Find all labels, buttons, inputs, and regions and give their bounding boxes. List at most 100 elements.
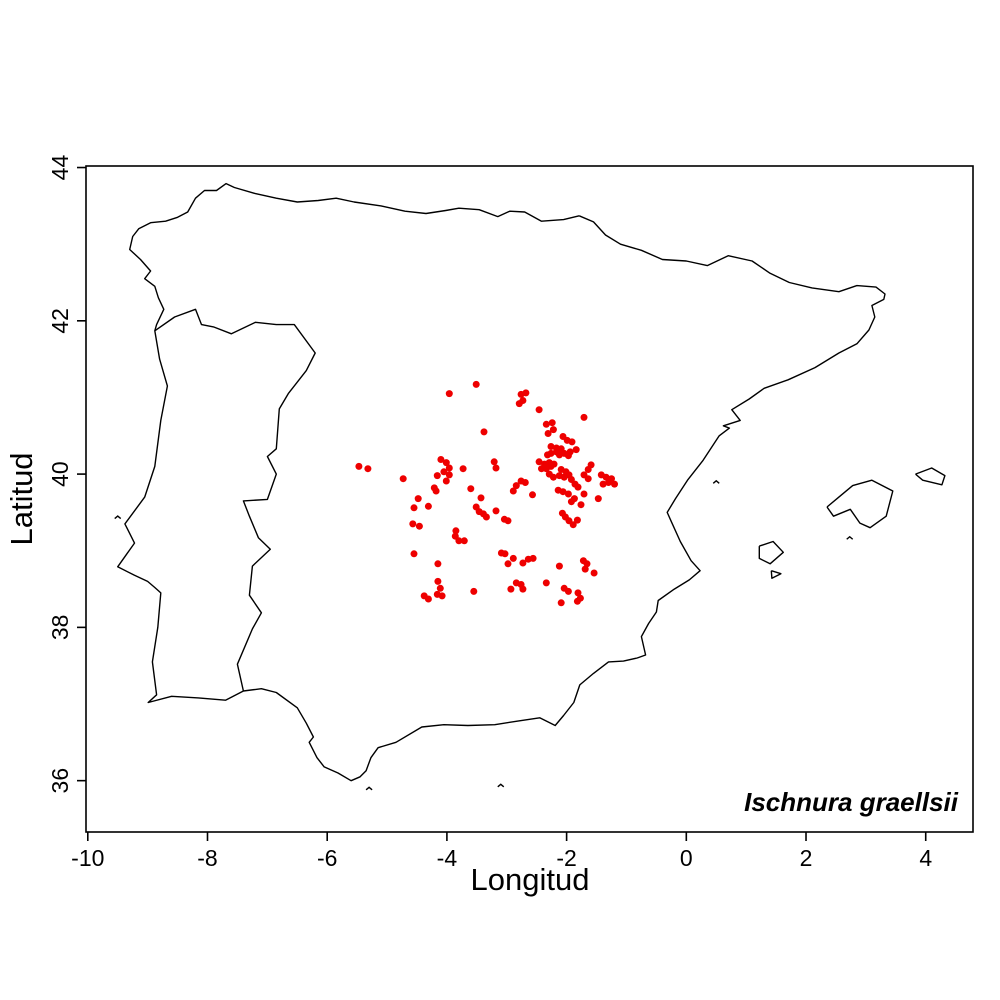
occurrence-point	[529, 491, 536, 499]
occurrence-point	[594, 495, 602, 503]
small-island-mark	[712, 479, 720, 484]
coastline-iberian-peninsula	[116, 182, 886, 782]
plot-box-border	[85, 165, 974, 833]
occurrence-point	[442, 459, 450, 467]
occurrence-point	[521, 479, 529, 486]
occurrence-point	[399, 475, 407, 483]
occurrence-point	[547, 443, 555, 450]
occurrence-point	[573, 597, 581, 605]
occurrence-point	[477, 494, 485, 502]
occurrence-point	[574, 483, 582, 491]
island-ibiza	[758, 540, 784, 565]
occurrence-point	[433, 472, 441, 480]
occurrence-point	[515, 400, 523, 408]
occurrence-point	[434, 560, 442, 568]
occurrence-point	[572, 446, 580, 454]
occurrence-point	[542, 465, 550, 473]
x-tick-label: -2	[556, 845, 576, 871]
occurrence-point	[459, 465, 467, 473]
occurrence-point	[472, 380, 480, 388]
occurrence-point	[492, 507, 500, 515]
occurrence-point	[542, 420, 550, 428]
occurrence-point	[445, 390, 453, 398]
occurrence-point	[410, 504, 418, 512]
occurrence-point	[507, 585, 515, 593]
y-tick-label: 40	[47, 461, 73, 487]
occurrence-point	[548, 419, 556, 427]
occurrence-point	[424, 595, 432, 603]
occurrence-point	[549, 426, 557, 434]
y-tick-label: 42	[47, 308, 73, 334]
occurrence-point	[573, 516, 581, 524]
y-axis-title: Latitud	[4, 452, 39, 545]
x-tick-label: 0	[680, 845, 693, 871]
occurrence-point	[504, 517, 512, 525]
occurrence-point	[480, 428, 488, 436]
y-tick-label: 36	[47, 768, 73, 794]
occurrence-point	[460, 537, 468, 545]
axes-layer: -10 -8 -6 -4 -2 0 2 4 36 38 40 42 44	[47, 155, 932, 871]
occurrence-point	[414, 495, 422, 503]
occurrence-point	[522, 389, 530, 397]
occurrence-point	[509, 554, 517, 562]
species-label: Ischnura graellsii	[744, 787, 959, 817]
occurrence-point	[605, 479, 612, 486]
occurrence-point	[364, 465, 372, 473]
occurrence-point	[501, 550, 509, 558]
occurrence-point	[580, 413, 588, 421]
occurrence-point	[581, 565, 589, 573]
occurrence-point	[519, 559, 527, 567]
occurrence-point	[559, 488, 567, 496]
island-formentera	[770, 570, 782, 579]
occurrence-point	[555, 472, 563, 480]
occurrence-point	[445, 464, 453, 472]
occurrence-point	[574, 589, 582, 597]
occurrence-point	[599, 480, 607, 488]
occurrence-point	[538, 465, 545, 473]
occurrence-point	[569, 521, 577, 529]
occurrence-point	[567, 498, 575, 506]
small-island-mark	[497, 783, 505, 788]
occurrence-point	[529, 554, 537, 562]
occurrence-point	[415, 522, 423, 530]
occurrence-point	[470, 587, 478, 595]
occurrence-point	[438, 592, 446, 600]
occurrence-points-layer	[355, 380, 618, 607]
occurrence-point	[410, 550, 418, 558]
occurrence-point	[544, 451, 551, 459]
occurrence-point	[455, 537, 463, 545]
occurrence-point	[577, 501, 585, 509]
occurrence-point	[432, 487, 440, 495]
occurrence-point	[504, 560, 512, 568]
occurrence-point	[434, 577, 442, 585]
occurrence-point	[355, 462, 363, 470]
island-menorca	[915, 467, 946, 486]
occurrence-point	[535, 406, 543, 414]
occurrence-point	[549, 473, 557, 481]
occurrence-point	[583, 560, 591, 568]
occurrence-point	[440, 468, 448, 476]
x-tick-label: -8	[197, 845, 217, 871]
x-tick-label: 2	[800, 845, 813, 871]
occurrence-point	[492, 464, 500, 472]
occurrence-point	[557, 599, 565, 607]
small-island-mark	[846, 535, 854, 540]
occurrence-point	[424, 502, 432, 510]
portugal-spain-border	[154, 308, 316, 692]
x-axis-title: Longitud	[471, 862, 590, 897]
occurrence-point	[467, 485, 475, 493]
y-tick-label: 38	[47, 615, 73, 641]
occurrence-point	[436, 584, 444, 592]
occurrence-point	[584, 475, 592, 483]
occurrence-point	[512, 482, 520, 490]
occurrence-point	[519, 585, 527, 593]
map-outline-layer	[114, 182, 946, 791]
occurrence-point	[590, 569, 598, 577]
x-tick-label: -10	[71, 845, 104, 871]
occurrence-point	[584, 466, 592, 473]
occurrence-point	[568, 438, 576, 446]
occurrence-point	[564, 452, 572, 460]
